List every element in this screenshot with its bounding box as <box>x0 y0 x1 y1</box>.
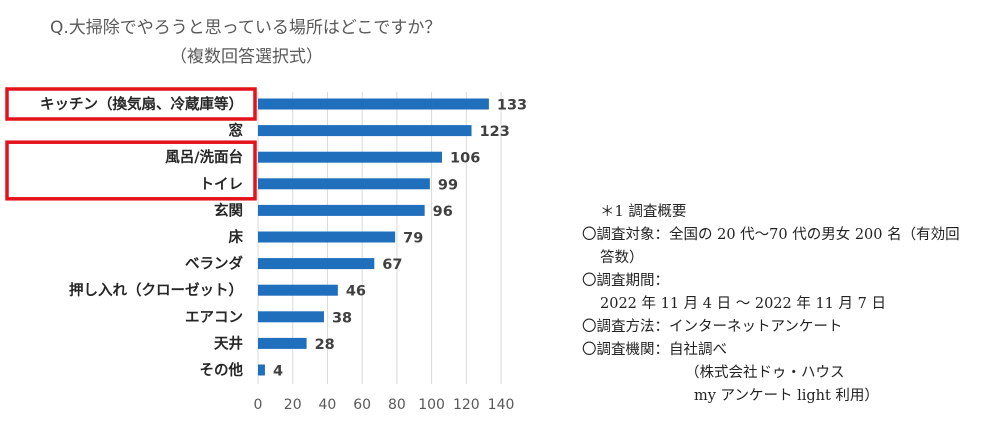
category-label: トイレ <box>200 177 244 193</box>
data-label: 67 <box>382 257 402 273</box>
notes-period-label: 〇調査期間： <box>582 273 669 289</box>
category-label: キッチン（換気扇、冷蔵庫等） <box>40 95 243 113</box>
x-tick-label: 120 <box>453 397 480 413</box>
category-label: 天井 <box>214 334 243 352</box>
bar <box>258 178 430 190</box>
data-label: 38 <box>332 310 352 326</box>
x-tick-label: 60 <box>353 397 371 413</box>
notes-org: 〇調査機関：自社調べ <box>582 342 727 358</box>
category-label: 風呂/洗面台 <box>165 148 243 166</box>
notes-org-detail-2: my アンケート light 利用） <box>694 388 879 404</box>
data-label: 99 <box>438 177 458 193</box>
data-label: 4 <box>273 364 283 380</box>
bar <box>258 337 307 349</box>
bar <box>258 151 443 163</box>
notes-org-detail: （株式会社ドゥ・ハウス <box>685 365 845 381</box>
data-label: 46 <box>346 284 366 300</box>
category-label: 玄関 <box>214 201 243 219</box>
x-tick-label: 0 <box>254 397 263 413</box>
category-labels: キッチン（換気扇、冷蔵庫等） 窓風呂/洗面台トイレ玄関床ベランダ押し入れ（クローゼ… <box>40 95 244 379</box>
highlight-box <box>5 87 257 121</box>
notes-method: 〇調査方法：インターネットアンケート <box>582 319 843 335</box>
x-tick-label: 80 <box>388 397 406 413</box>
highlight-box <box>5 140 257 201</box>
category-label: ベランダ <box>185 255 243 273</box>
notes-period-value: 2022 年 11 月 4 日 〜 2022 年 11 月 7 日 <box>600 296 886 312</box>
highlight-boxes <box>5 87 257 201</box>
data-label: 28 <box>315 337 335 353</box>
bar <box>258 311 324 323</box>
data-label: 133 <box>497 98 527 114</box>
gridlines <box>257 92 502 384</box>
bar <box>258 98 489 110</box>
category-label: 押し入れ（クローゼット） <box>69 281 243 299</box>
bars <box>258 98 489 376</box>
x-tick-label: 140 <box>488 397 515 413</box>
notes-target-cont: 答数） <box>600 250 644 266</box>
category-label: その他 <box>200 361 244 379</box>
x-tick-label: 100 <box>418 397 445 413</box>
x-axis-ticks: 0 20 40 60 80 100 120 140 <box>254 397 515 413</box>
bar <box>258 284 338 296</box>
x-tick-label: 40 <box>319 397 337 413</box>
notes-heading: ＊1 調査概要 <box>600 204 687 220</box>
chart-subtitle: （複数回答選択式） <box>170 47 323 67</box>
category-label: 窓 <box>229 122 244 140</box>
category-label: エアコン <box>185 310 243 326</box>
x-tick-label: 20 <box>284 397 302 413</box>
bar <box>258 204 425 216</box>
bar <box>258 231 396 243</box>
bar <box>258 125 472 137</box>
data-label: 123 <box>480 124 510 140</box>
bar <box>258 258 375 270</box>
survey-notes: ＊1 調査概要 〇調査対象：全国の 20 代〜70 代の男女 200 名（有効回… <box>582 201 992 408</box>
chart-title: Q.大掃除でやろうと思っている場所はどこですか？ <box>50 18 441 38</box>
bar <box>258 364 265 376</box>
data-label: 106 <box>450 151 480 167</box>
data-label: 79 <box>403 231 423 247</box>
data-label: 96 <box>433 204 453 220</box>
category-label: 床 <box>229 228 244 246</box>
notes-target: 〇調査対象：全国の 20 代〜70 代の男女 200 名（有効回 <box>582 227 960 243</box>
